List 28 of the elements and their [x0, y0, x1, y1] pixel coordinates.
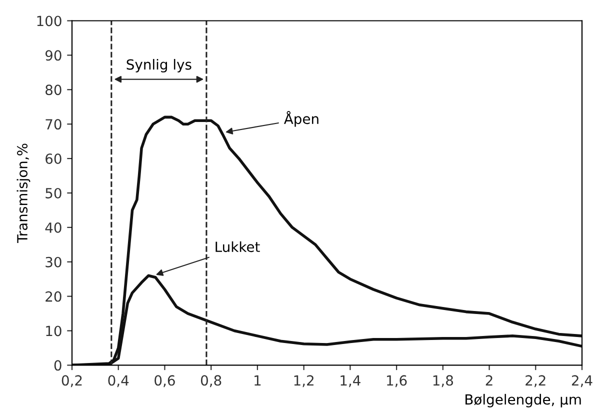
y-tick-label: 0 [54, 360, 62, 371]
x-tick-label: 1,8 [433, 375, 454, 388]
y-tick-label: 80 [46, 84, 62, 96]
x-tick-label: 2,2 [526, 375, 546, 388]
y-tick-label: 60 [46, 154, 62, 164]
y-tick-label: 30 [46, 256, 62, 268]
annotation: Synlig lys [126, 58, 192, 72]
x-axis-title: Bølgelengde, µm [466, 394, 581, 408]
x-tick-label: 1,2 [294, 375, 314, 388]
annotation: Lukket [216, 241, 260, 252]
y-tick-label: 90 [45, 50, 62, 61]
y-tick-label: 50 [46, 188, 62, 198]
annotation: Åpen [284, 111, 318, 127]
y-tick-label: 70 [46, 119, 62, 130]
x-tick-label: 0,4 [108, 375, 129, 388]
y-axis-title: Transmisjon,% [16, 144, 30, 244]
x-tick-label: 0,6 [154, 375, 175, 388]
y-tick-label: 10 [46, 326, 62, 336]
x-tick-label: 2 [486, 375, 492, 386]
y-tick-label: 100 [37, 16, 62, 26]
y-tick-label: 40 [45, 222, 62, 233]
y-tick-label: 20 [46, 291, 62, 302]
x-tick-label: 1,6 [387, 375, 407, 388]
x-tick-label: 1 [254, 375, 261, 386]
x-tick-label: 0,8 [200, 375, 222, 388]
x-tick-label: 2,4 [572, 375, 592, 388]
x-tick-label: 1,4 [340, 375, 360, 388]
x-tick-label: 0,2 [62, 375, 82, 388]
